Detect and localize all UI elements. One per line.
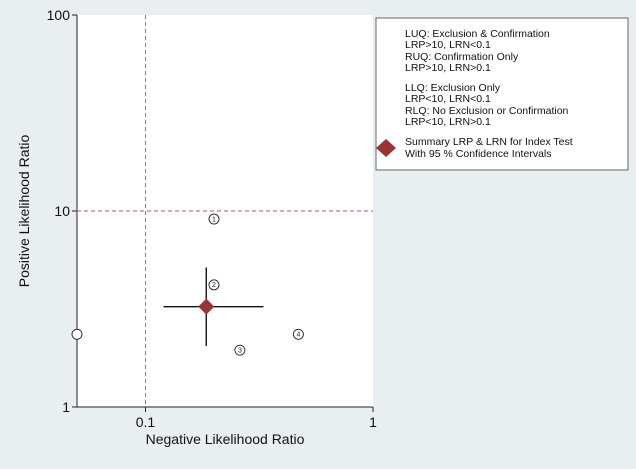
study-point-label: 3 (238, 348, 242, 355)
legend-line: RLQ: No Exclusion or Confirmation (405, 105, 569, 117)
study-point (234, 344, 246, 356)
legend-line: LRP>10, LRN<0.1 (405, 39, 491, 51)
legend-line: With 95 % Confidence Intervals (405, 148, 552, 160)
x-tick-label: 0.1 (136, 414, 156, 430)
study-point (208, 279, 220, 291)
legend: LUQ: Exclusion & Confirmation LRP>10, LR… (375, 17, 629, 171)
study-point-label: 1 (212, 216, 216, 223)
y-tick-label: 1 (62, 399, 70, 415)
y-tick-label: 100 (47, 7, 71, 23)
legend-line: Summary LRP & LRN for Index Test (405, 136, 573, 148)
legend-line: LRP>10, LRN>0.1 (405, 62, 491, 74)
y-axis-title: Positive Likelihood Ratio (16, 135, 32, 288)
legend-line: LRP<10, LRN>0.1 (405, 116, 491, 128)
y-tick-label: 10 (54, 203, 70, 219)
summary-diamond (198, 298, 215, 315)
study-point-label: 2 (212, 282, 216, 289)
legend-summary-diamond (376, 139, 396, 157)
x-axis-title: Negative Likelihood Ratio (146, 431, 305, 447)
study-point (208, 213, 220, 225)
legend-box (375, 17, 629, 171)
legend-line: RUQ: Confirmation Only (405, 51, 519, 63)
x-tick-label: 1 (369, 414, 377, 430)
study-point (292, 328, 304, 340)
legend-line: LRP<10, LRN<0.1 (405, 93, 491, 105)
study-point-label: 4 (296, 332, 300, 339)
legend-line: LUQ: Exclusion & Confirmation (405, 28, 550, 40)
legend-line: LLQ: Exclusion Only (405, 82, 501, 94)
study-point (71, 328, 83, 340)
